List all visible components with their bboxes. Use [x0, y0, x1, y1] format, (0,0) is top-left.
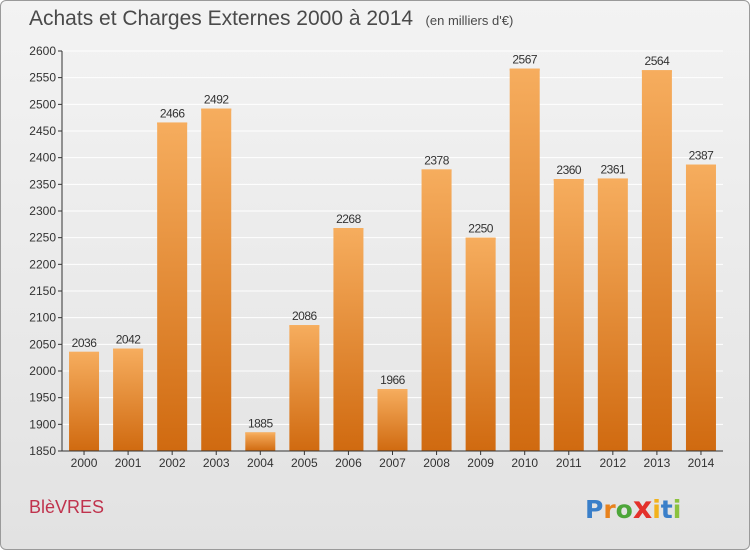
y-tick-label: 2400 [29, 151, 56, 165]
bar [553, 179, 584, 451]
bar-top-edge [465, 237, 496, 240]
bar-top-edge [597, 178, 628, 181]
logo-letter: i [652, 495, 661, 524]
x-tick-label: 2002 [159, 456, 186, 470]
x-tick-label: 2014 [688, 456, 715, 470]
y-tick-label: 1850 [29, 444, 56, 458]
bar [333, 228, 364, 451]
y-tick-label: 2050 [29, 337, 56, 351]
y-tick-label: 2550 [29, 71, 56, 85]
y-tick-label: 2450 [29, 124, 56, 138]
x-tick-label: 2009 [467, 456, 494, 470]
data-label: 2086 [292, 309, 318, 323]
axes: 1850 1900 1950 2000 2050 2100 2150 2200 2250 2300… [29, 44, 723, 470]
data-label: 2387 [689, 149, 715, 163]
bar-top-edge [641, 70, 672, 73]
bar-top-edge [245, 432, 276, 435]
bar [465, 237, 496, 451]
x-tick-label: 2005 [291, 456, 318, 470]
x-tick-label: 2007 [379, 456, 406, 470]
bar [685, 164, 716, 451]
data-label: 2360 [556, 163, 582, 177]
x-tick-label: 2004 [247, 456, 274, 470]
x-tick-label: 2011 [556, 456, 582, 470]
bar [377, 389, 408, 451]
bar [69, 351, 100, 451]
data-label: 2036 [72, 336, 98, 350]
data-label: 1885 [248, 416, 274, 430]
logo-letter: x [632, 491, 653, 526]
y-tick-label: 2150 [29, 284, 56, 298]
y-tick-label: 2250 [29, 231, 56, 245]
logo-letter: t [660, 495, 673, 524]
y-tick-label: 2000 [29, 364, 56, 378]
data-label: 2564 [645, 54, 671, 68]
commune-name: BlèVRES [29, 497, 105, 517]
logo-letter: r [603, 495, 616, 524]
x-tick-label: 2006 [335, 456, 362, 470]
bar-top-edge [289, 325, 320, 328]
y-tick-label: 2200 [29, 257, 56, 271]
bar-top-edge [377, 389, 408, 392]
bar-top-edge [157, 122, 188, 125]
y-tick-label: 1950 [29, 391, 56, 405]
y-tick-label: 2500 [29, 97, 56, 111]
bar [509, 68, 540, 451]
data-labels: 2036 2042 2466 2492 1885 2086 2268 1966 2378 2250… [72, 53, 715, 431]
bar-top-edge [421, 169, 452, 172]
bar-top-edge [113, 348, 144, 351]
bar-top-edge [685, 164, 716, 167]
x-tick-label: 2012 [599, 456, 626, 470]
x-tick-label: 2001 [115, 456, 142, 470]
bar [597, 178, 628, 451]
data-label: 1966 [380, 373, 406, 387]
bar [157, 122, 188, 451]
bar-top-edge [509, 68, 540, 71]
bar-top-edge [69, 351, 100, 354]
data-label: 2378 [424, 153, 450, 167]
data-label: 2567 [512, 53, 538, 67]
x-tick-label: 2010 [511, 456, 538, 470]
x-tick-label: 2003 [203, 456, 230, 470]
logo-letter: i [672, 495, 682, 524]
bar [113, 348, 144, 451]
bar [641, 70, 672, 451]
title-row: Achats et Charges Externes 2000 à 2014 (… [29, 7, 513, 31]
bars [69, 68, 716, 451]
y-tick-label: 2300 [29, 204, 56, 218]
y-tick-label: 2350 [29, 177, 56, 191]
bar [289, 325, 320, 451]
bar [201, 108, 232, 451]
logo-letter: P [585, 495, 604, 524]
data-label: 2361 [600, 162, 626, 176]
data-label: 2492 [204, 93, 230, 107]
bar-top-edge [553, 179, 584, 181]
data-label: 2250 [468, 222, 494, 236]
bar-top-edge [201, 108, 232, 111]
data-label: 2268 [336, 212, 362, 226]
x-tick-label: 2013 [644, 456, 671, 470]
chart-title: Achats et Charges Externes 2000 à 2014 [29, 7, 414, 30]
chart-subtitle: (en milliers d'€) [425, 13, 514, 28]
data-label: 2466 [160, 106, 186, 120]
bar [245, 432, 276, 451]
x-tick-label: 2000 [71, 456, 98, 470]
bar-top-edge [333, 228, 364, 231]
y-tick-label: 2100 [29, 311, 56, 325]
data-label: 2042 [116, 333, 142, 347]
x-tick-label: 2008 [423, 456, 450, 470]
logo-letter: o [615, 495, 633, 524]
bar [421, 169, 452, 451]
proxiti-logo: Proxiti [585, 491, 681, 526]
y-tick-label: 1900 [29, 417, 56, 431]
y-tick-label: 2600 [29, 44, 56, 58]
